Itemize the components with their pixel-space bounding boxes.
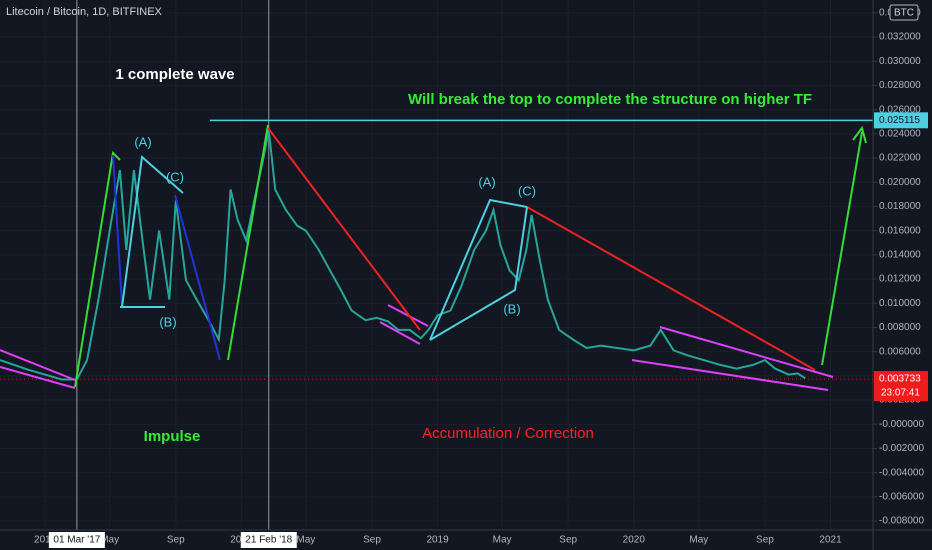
wave-label: (A) xyxy=(478,174,495,189)
date-label: 21 Feb '18 xyxy=(245,535,292,546)
y-tick-label: 0.020000 xyxy=(879,177,921,188)
y-tick-label: 0.028000 xyxy=(879,80,921,91)
wave-label: (B) xyxy=(159,314,176,329)
countdown: 23:07:41 xyxy=(881,388,920,399)
y-tick-label: -0.006000 xyxy=(879,491,924,502)
x-tick-label: May xyxy=(296,535,315,546)
y-tick-label: -0.000000 xyxy=(879,419,924,430)
y-tick-label: 0.010000 xyxy=(879,298,921,309)
wave-label: (A) xyxy=(134,134,151,149)
price-label: 0.025115 xyxy=(879,115,920,126)
date-label-box xyxy=(240,532,297,548)
x-tick-label: Sep xyxy=(756,535,774,546)
trend-line xyxy=(526,206,816,371)
trend-line xyxy=(0,366,76,389)
wave-line xyxy=(227,124,269,361)
x-tick-label: 2020 xyxy=(623,535,646,546)
trend-line xyxy=(659,326,834,378)
wave-line xyxy=(174,194,221,361)
x-tick-label: May xyxy=(100,535,119,546)
wave-line xyxy=(112,154,123,306)
date-label: 01 Mar '17 xyxy=(53,535,100,546)
y-tick-label: 0.032000 xyxy=(879,32,921,43)
wave-line xyxy=(121,155,184,308)
y-tick-label: 0.018000 xyxy=(879,201,921,212)
trend-line xyxy=(379,321,421,345)
y-tick-label: 0.016000 xyxy=(879,225,921,236)
y-tick-label: 0.030000 xyxy=(879,56,921,67)
wave-label: (C) xyxy=(518,183,536,198)
x-tick-label: Sep xyxy=(363,535,381,546)
annotation: Accumulation / Correction xyxy=(422,425,594,442)
price-label-box xyxy=(874,112,928,129)
annotation: Impulse xyxy=(144,428,201,445)
x-tick-label: May xyxy=(493,535,512,546)
x-axis-panel xyxy=(0,530,932,550)
wave-line xyxy=(429,206,528,341)
date-label-box xyxy=(48,532,105,548)
wave-label: (C) xyxy=(166,169,184,184)
wave-line xyxy=(74,150,121,388)
currency-label: BTC xyxy=(894,8,914,19)
trend-line xyxy=(631,359,829,391)
wave-label: (B) xyxy=(503,301,520,316)
trend-line xyxy=(0,349,76,381)
x-tick-label: Sep xyxy=(559,535,577,546)
y-axis-panel xyxy=(873,0,932,550)
price-label: 0.003733 xyxy=(879,374,921,385)
annotation: Will break the top to complete the struc… xyxy=(408,91,812,108)
x-tick-label: Sep xyxy=(167,535,185,546)
y-tick-label: 0.014000 xyxy=(879,249,921,260)
price-line xyxy=(0,130,806,381)
y-tick-label: -0.004000 xyxy=(879,467,924,478)
wave-line xyxy=(429,198,528,341)
trend-line xyxy=(267,127,421,331)
arrow xyxy=(821,131,863,366)
x-tick-label: May xyxy=(689,535,708,546)
x-tick-label: 2017 xyxy=(34,535,57,546)
x-tick-label: 2019 xyxy=(426,535,449,546)
annotation: 1 complete wave xyxy=(115,66,234,83)
y-tick-label: 0.026000 xyxy=(879,104,921,115)
y-tick-label: -0.008000 xyxy=(879,516,924,527)
chart-title: Litecoin / Bitcoin, 1D, BITFINEX xyxy=(6,6,163,18)
currency-box xyxy=(889,4,919,21)
y-tick-label: 0.022000 xyxy=(879,153,921,164)
y-tick-label: 0.012000 xyxy=(879,274,921,285)
y-tick-label: 0.006000 xyxy=(879,346,921,357)
price-label-box xyxy=(874,371,928,402)
x-tick-label: 2021 xyxy=(819,535,842,546)
y-tick-label: 0.024000 xyxy=(879,128,921,139)
drawings xyxy=(0,124,867,391)
arrow-head xyxy=(852,125,867,144)
y-tick-label: 0.008000 xyxy=(879,322,921,333)
y-tick-label: -0.002000 xyxy=(879,443,924,454)
